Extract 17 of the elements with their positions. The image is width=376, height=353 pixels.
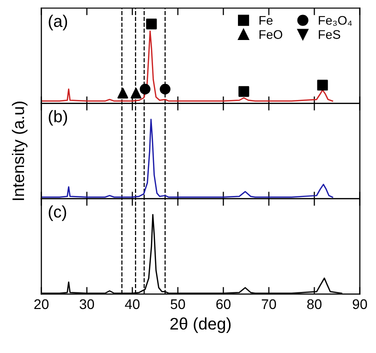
legend-label: FeS bbox=[318, 30, 340, 39]
x-axis-title: 2θ (deg) bbox=[170, 317, 231, 333]
legend-label: FeO bbox=[260, 30, 282, 39]
x-tick-label: 70 bbox=[262, 299, 276, 310]
y-axis-title: Intensity (a.u) bbox=[12, 102, 28, 200]
chart-title: (a) bbox=[48, 14, 68, 30]
x-tick-label: 30 bbox=[80, 299, 94, 310]
chart-title: (b) bbox=[48, 110, 68, 126]
x-tick-label: 60 bbox=[216, 299, 231, 310]
x-tick-label: 80 bbox=[307, 299, 322, 310]
x-tick-label: 50 bbox=[170, 299, 186, 310]
legend-label: Fe bbox=[260, 16, 273, 25]
chart-title: (c) bbox=[48, 205, 66, 221]
x-tick-label: 40 bbox=[124, 299, 140, 310]
legend-label: Fe₃O₄ bbox=[318, 16, 352, 26]
x-tick-label: 20 bbox=[34, 299, 49, 310]
x-tick-label: 90 bbox=[352, 299, 368, 310]
